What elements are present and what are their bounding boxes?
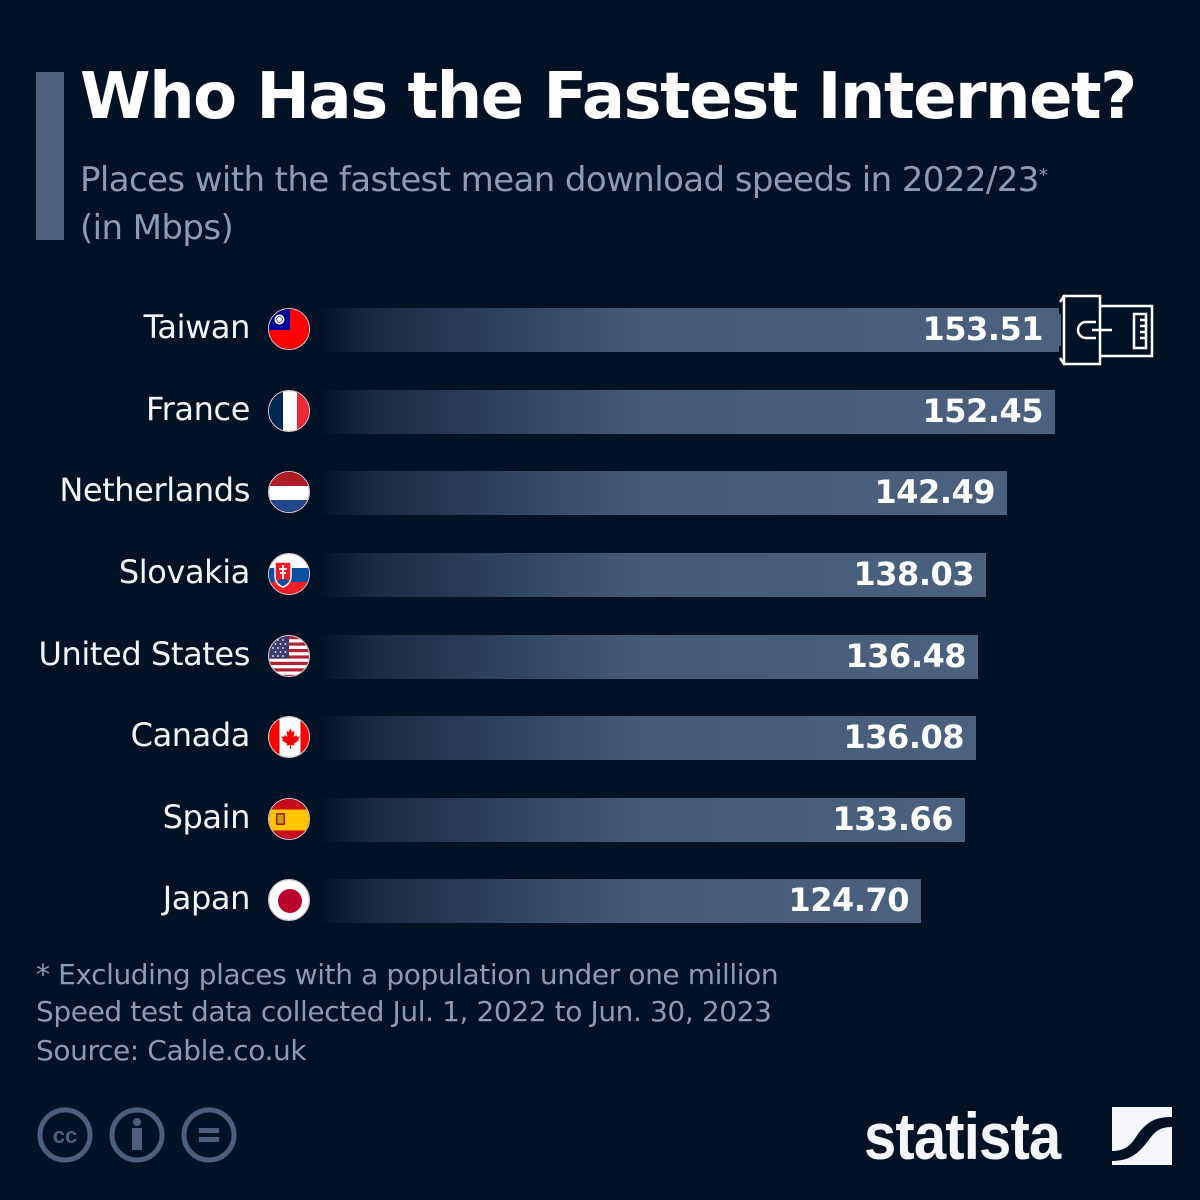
- country-label: Spain: [162, 798, 251, 836]
- bar-value: 136.08: [843, 718, 965, 756]
- japan-flag-icon: [268, 879, 310, 921]
- ethernet-cable-icon: [1049, 294, 1154, 366]
- footnote-population: * Excluding places with a population und…: [36, 958, 779, 991]
- footnotes: * Excluding places with a population und…: [36, 956, 779, 1030]
- us-flag-icon: [268, 635, 310, 677]
- source-credit: Source: Cable.co.uk: [36, 1034, 307, 1067]
- title-accent-bar: [36, 72, 64, 240]
- country-label: Taiwan: [143, 308, 251, 346]
- cc-icon[interactable]: cc: [36, 1106, 94, 1164]
- subtitle-text: Places with the fastest mean download sp…: [80, 160, 1039, 200]
- country-label: Japan: [162, 879, 251, 917]
- subtitle: Places with the fastest mean download sp…: [80, 156, 1180, 252]
- statista-logo[interactable]: statista: [864, 1098, 1172, 1174]
- bar-slovakia: 138.03: [318, 553, 986, 597]
- attribution-icon[interactable]: [108, 1106, 166, 1164]
- bar-value: 152.45: [922, 392, 1044, 430]
- subtitle-unit: (in Mbps): [80, 208, 234, 248]
- bar-value: 133.66: [832, 800, 954, 838]
- brand-name: statista: [864, 1099, 1061, 1173]
- chart-row-united-states: United States 136.48: [0, 615, 1200, 697]
- bar-value: 136.48: [845, 637, 967, 675]
- bar-taiwan: 153.51: [318, 308, 1059, 352]
- spain-flag-icon: [268, 798, 310, 840]
- subtitle-footnote-marker: *: [1038, 165, 1048, 186]
- bar-united-states: 136.48: [318, 635, 978, 679]
- page-title: Who Has the Fastest Internet?: [80, 60, 1137, 134]
- country-label: Netherlands: [59, 471, 250, 509]
- chart-row-netherlands: Netherlands 142.49: [0, 451, 1200, 533]
- chart-row-slovakia: Slovakia 138.03: [0, 533, 1200, 615]
- country-label: Canada: [130, 716, 251, 754]
- chart-row-japan: Japan 124.70: [0, 859, 1200, 941]
- canada-flag-icon: [268, 716, 310, 758]
- bar-france: 152.45: [318, 390, 1055, 434]
- bar-netherlands: 142.49: [318, 471, 1007, 515]
- bar-value: 153.51: [922, 310, 1044, 348]
- country-label: United States: [38, 635, 251, 673]
- country-label: Slovakia: [118, 553, 251, 591]
- slovakia-flag-icon: [268, 553, 310, 595]
- france-flag-icon: [268, 390, 310, 432]
- taiwan-flag-icon: [268, 308, 310, 350]
- bar-value: 138.03: [853, 555, 975, 593]
- svg-text:cc: cc: [53, 1123, 77, 1148]
- license-icons: cc: [36, 1106, 238, 1164]
- chart-row-taiwan: Taiwan 153.51: [0, 288, 1200, 370]
- bar-value: 124.70: [788, 881, 910, 919]
- chart-row-france: France 152.45: [0, 370, 1200, 452]
- footnote-date-range: Speed test data collected Jul. 1, 2022 t…: [36, 995, 772, 1028]
- chart-row-canada: Canada 136.08: [0, 696, 1200, 778]
- bar-canada: 136.08: [318, 716, 976, 760]
- bar-japan: 124.70: [318, 879, 921, 923]
- bar-spain: 133.66: [318, 798, 965, 842]
- no-derivatives-icon[interactable]: [180, 1106, 238, 1164]
- netherlands-flag-icon: [268, 471, 310, 513]
- chart-row-spain: Spain 133.66: [0, 778, 1200, 860]
- statista-wave-icon: [1112, 1107, 1172, 1165]
- country-label: France: [145, 390, 250, 428]
- bar-value: 142.49: [874, 473, 996, 511]
